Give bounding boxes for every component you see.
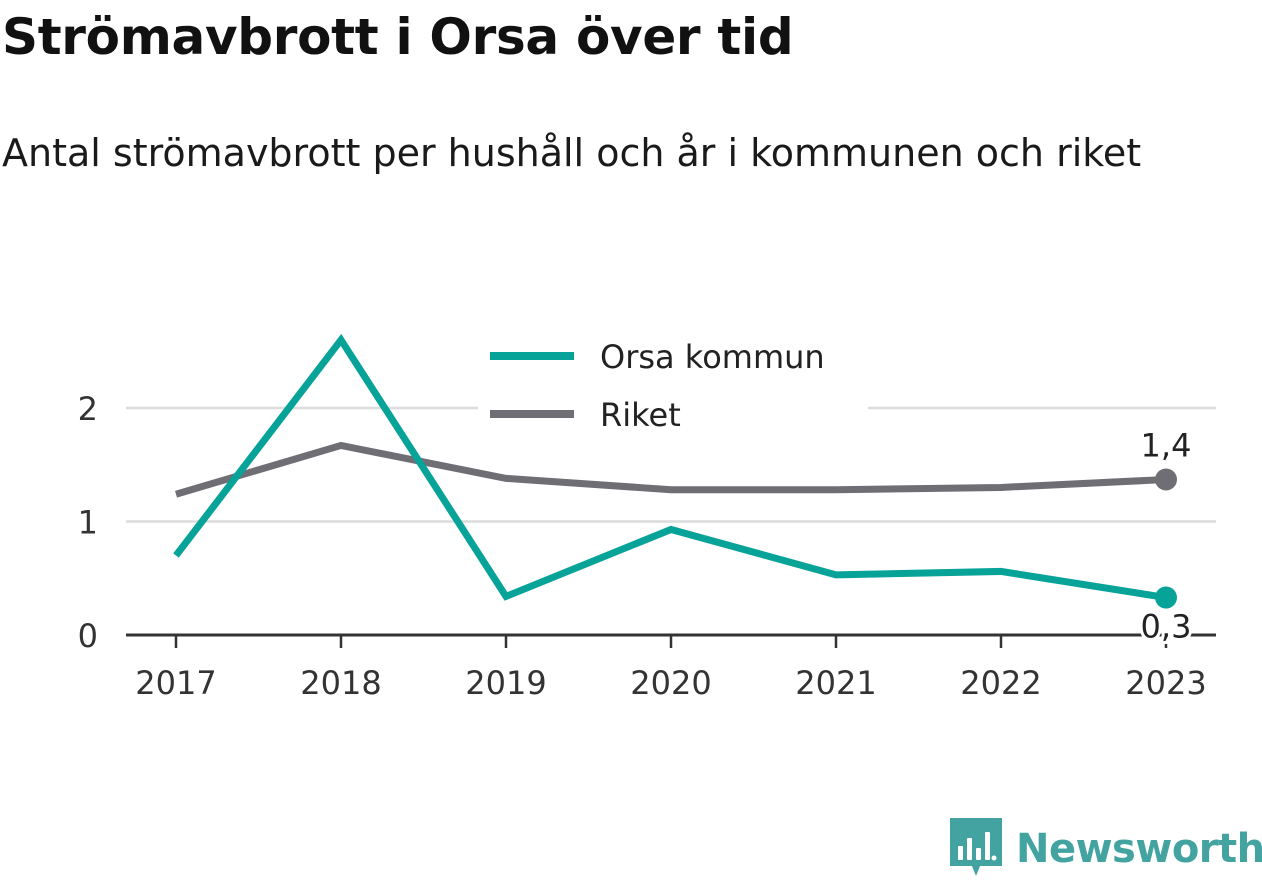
x-tick-label-2021: 2021 (795, 664, 876, 702)
x-axis: 2017 2018 2019 2020 2021 2022 2023 (126, 633, 1216, 702)
y-tick-label-0: 0 (78, 617, 98, 655)
bar-chart-speech-bubble-icon (950, 818, 1002, 876)
end-labels: 1,4 0,3 (1138, 424, 1195, 649)
end-label-riket: 1,4 (1141, 427, 1192, 465)
y-axis: 0 1 2 (78, 390, 98, 655)
chart-subtitle: Antal strömavbrott per hushåll och år i … (2, 131, 1142, 175)
chart-title: Strömavbrott i Orsa över tid (2, 8, 794, 66)
x-tick-label-2020: 2020 (630, 664, 711, 702)
y-tick-label-1: 1 (78, 504, 98, 542)
end-point-riket (1155, 468, 1177, 491)
end-label-orsa-kommun: 0,3 (1141, 608, 1192, 646)
x-tick-label-2018: 2018 (300, 664, 381, 702)
legend-background (478, 330, 868, 440)
series-line-riket (175, 441, 1167, 498)
legend-label-riket: Riket (600, 396, 681, 434)
brand-name: Newsworthy (1016, 826, 1262, 872)
y-tick-label-2: 2 (78, 390, 98, 428)
x-tick-label-2022: 2022 (960, 664, 1041, 702)
x-tick-label-2017: 2017 (135, 664, 216, 702)
brand-logo[interactable]: Newsworthy (950, 818, 1262, 880)
series-line-orsa-kommun (173, 333, 1167, 602)
end-point-orsa-kommun (1155, 586, 1177, 609)
x-tick-label-2019: 2019 (465, 664, 546, 702)
legend-label-orsa-kommun: Orsa kommun (600, 338, 825, 376)
x-tick-label-2023: 2023 (1125, 664, 1206, 702)
series-lines (173, 333, 1177, 609)
legend: Orsa kommun Riket (478, 330, 868, 440)
